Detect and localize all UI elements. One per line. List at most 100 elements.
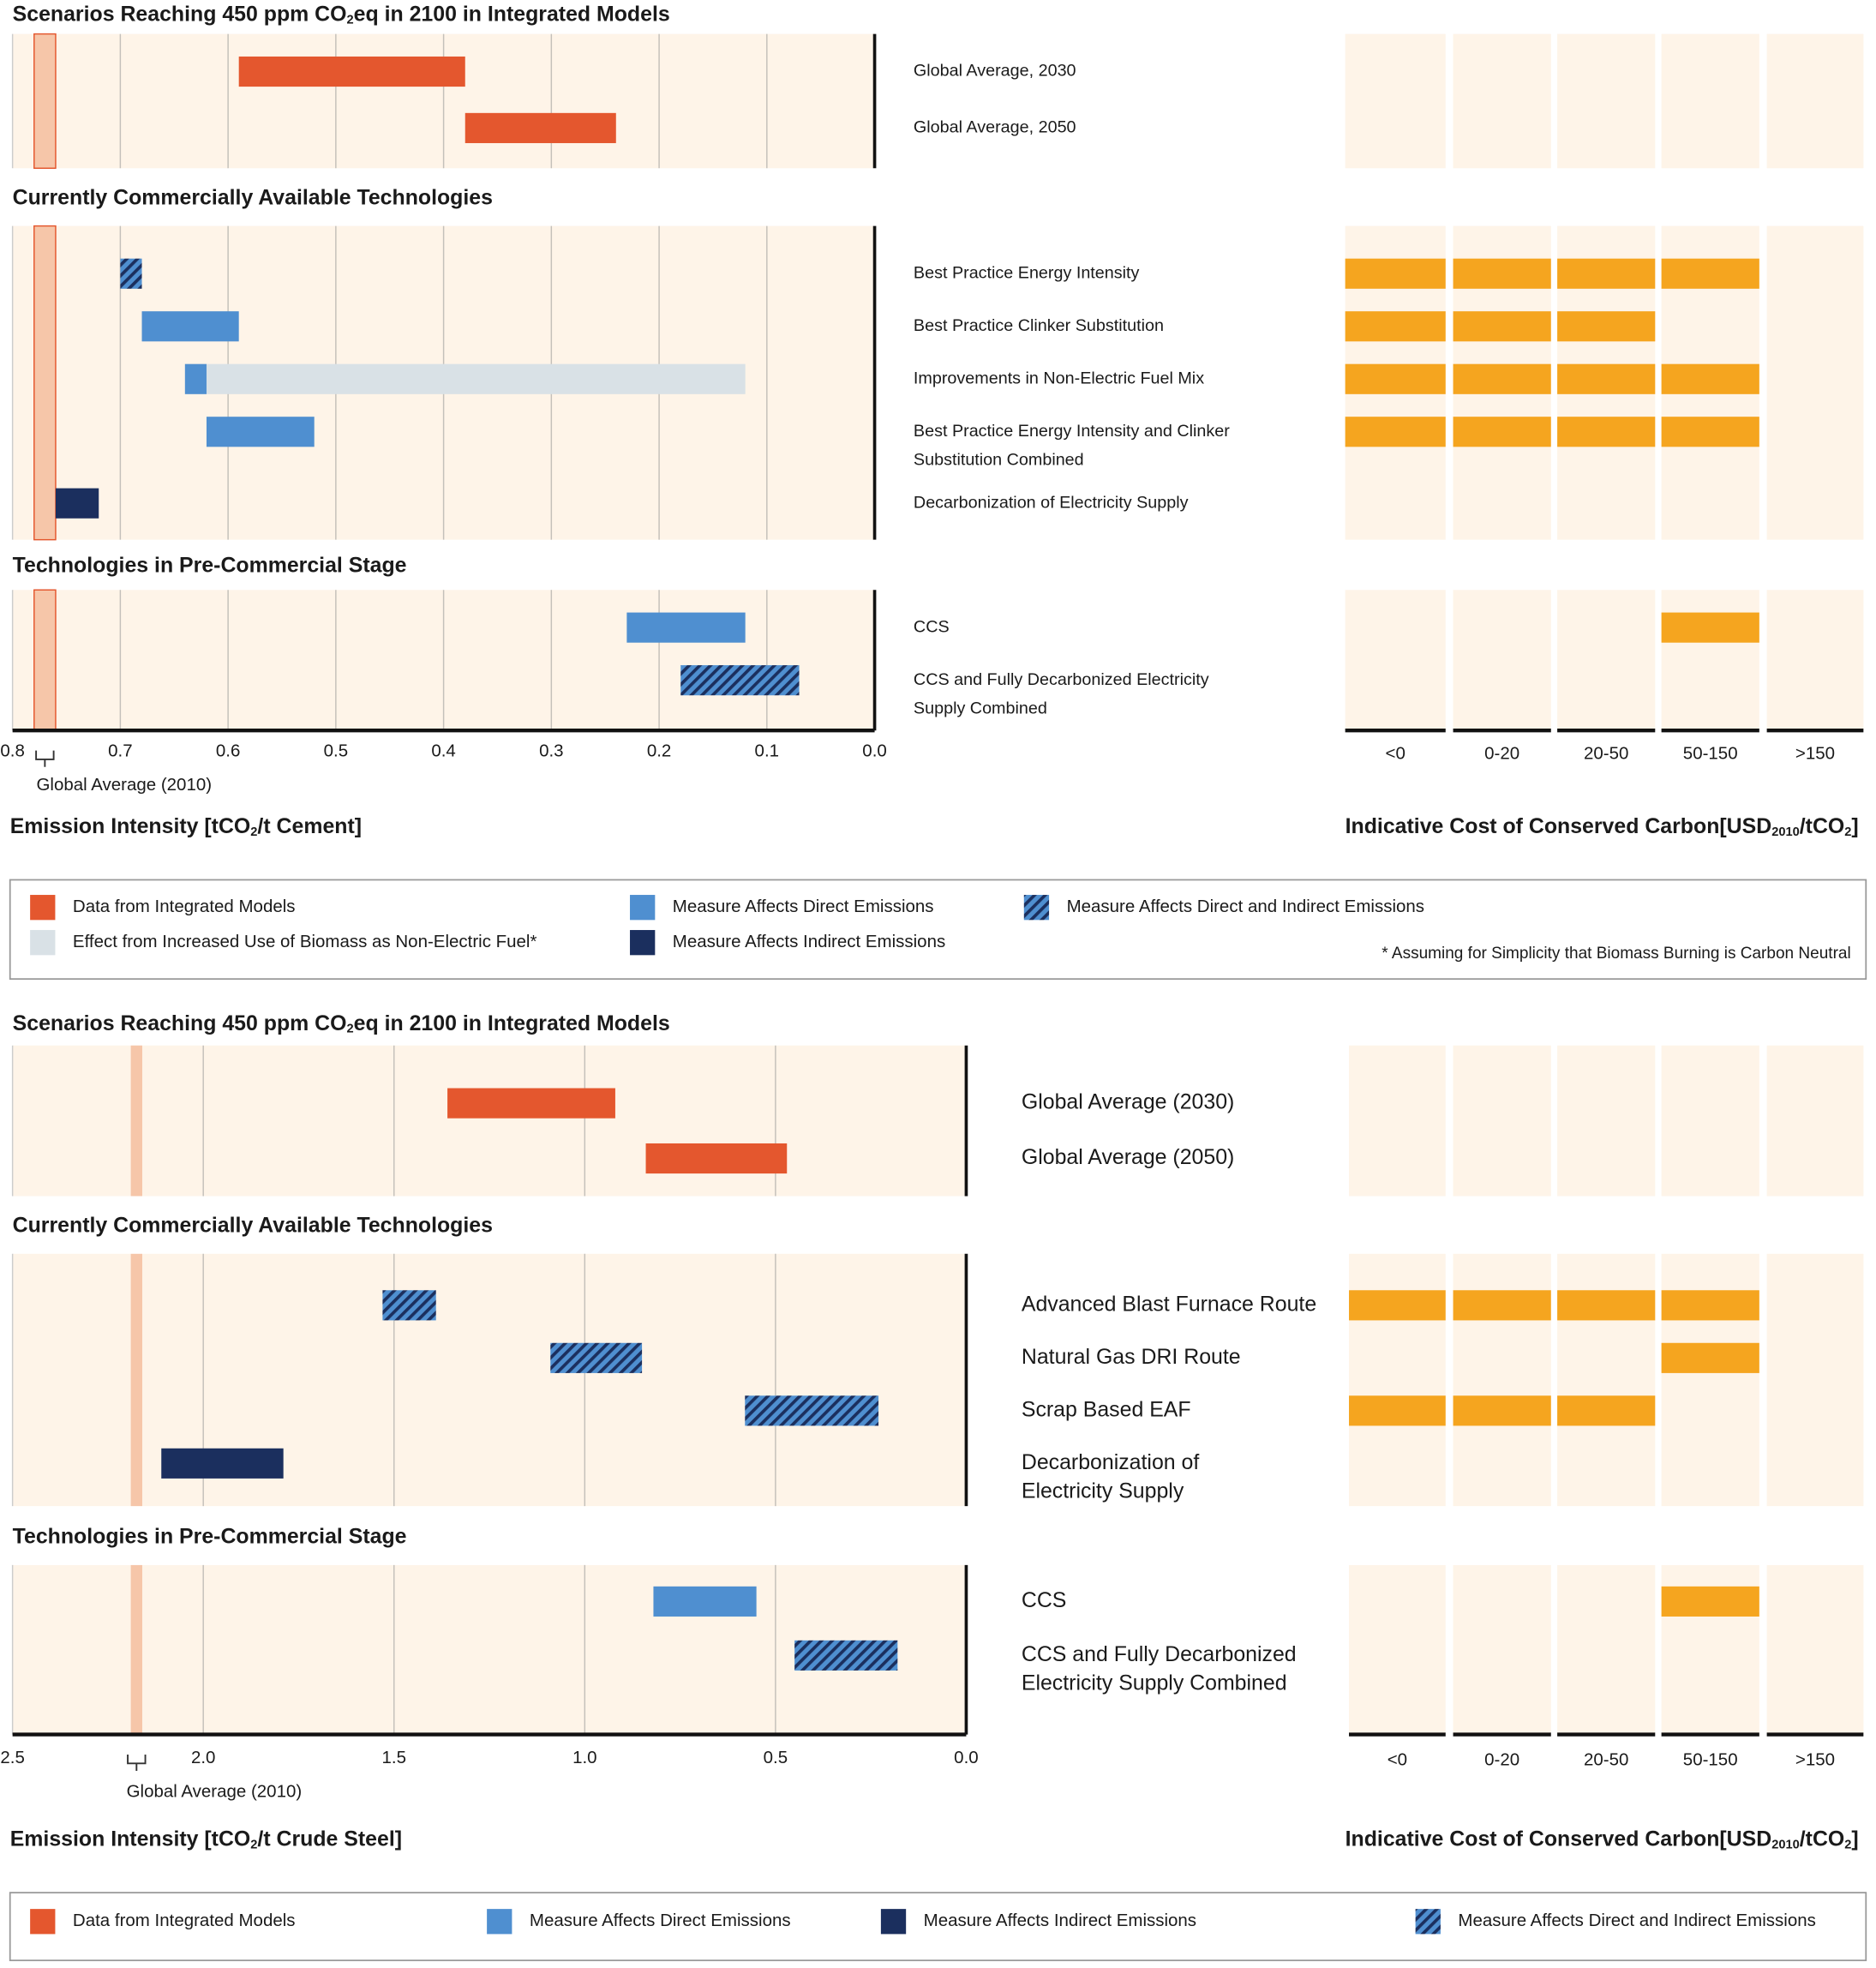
section-title-part: Scenarios Reaching 450 ppm CO	[13, 1011, 347, 1035]
plot-box	[12, 1045, 967, 1197]
global-average-band	[130, 1564, 142, 1735]
row-label: Advanced Blast Furnace Route	[1022, 1292, 1316, 1316]
legend-label: Measure Affects Indirect Emissions	[673, 932, 945, 951]
global-average-band	[33, 589, 57, 731]
cost-tick-label: 50-150	[1683, 743, 1738, 763]
cost-column	[1453, 33, 1551, 169]
cost-bar	[1661, 1586, 1759, 1617]
range-bar	[184, 363, 207, 394]
cost-column	[1766, 590, 1864, 731]
x-tick-label: 0.0	[862, 741, 886, 761]
legend-label: Measure Affects Direct Emissions	[673, 897, 934, 916]
x-tick-label: 0.2	[647, 741, 671, 761]
row-label: Best Practice Clinker Substitution	[914, 316, 1164, 335]
cost-column	[1661, 1045, 1759, 1197]
cost-column	[1661, 33, 1759, 169]
axis-label-part: Emission Intensity [tCO	[10, 1827, 251, 1851]
axis-label-part: /t Crude Steel]	[257, 1827, 402, 1851]
global-average-label: Global Average (2010)	[36, 775, 212, 795]
section-title-part: eq in 2100 in Integrated Models	[354, 2, 670, 26]
range-bar	[238, 56, 465, 87]
row-label: Decarbonization of Electricity Supply	[914, 493, 1189, 512]
section-title: Scenarios Reaching 450 ppm CO2eq in 2100…	[13, 2, 670, 27]
cost-bar	[1661, 417, 1759, 447]
cost-axis-label-part: ]	[1851, 814, 1858, 838]
global-average-label: Global Average (2010)	[127, 1781, 303, 1801]
row-label: Improvements in Non-Electric Fuel Mix	[914, 369, 1204, 387]
cost-tick-label: >150	[1795, 1750, 1835, 1770]
x-tick-label: 0.6	[216, 741, 240, 761]
cost-bar	[1557, 417, 1656, 447]
cost-column	[1557, 1045, 1656, 1197]
section-title: Currently Commercially Available Technol…	[13, 1213, 493, 1237]
cost-column	[1766, 1253, 1864, 1507]
cost-bar	[1349, 1395, 1446, 1426]
x-tick-label: 0.8	[0, 741, 24, 761]
cost-column	[1345, 33, 1446, 169]
section-title: Technologies in Pre-Commercial Stage	[13, 553, 407, 577]
plot-box	[12, 1253, 967, 1507]
range-bar	[141, 311, 239, 342]
legend-label: Measure Affects Direct Emissions	[530, 1911, 791, 1930]
row-label: CCS and Fully Decarbonized	[1022, 1642, 1297, 1666]
legend-label: Measure Affects Indirect Emissions	[924, 1911, 1196, 1930]
global-average-band	[130, 1045, 142, 1197]
cost-axis-label-subscript: 2	[1844, 825, 1851, 839]
cost-tick-label: >150	[1795, 743, 1835, 763]
cost-column	[1557, 590, 1656, 731]
cost-bar	[1661, 258, 1759, 289]
cost-bar	[1557, 311, 1656, 342]
x-tick-label: 0.3	[539, 741, 563, 761]
range-bar	[745, 1395, 879, 1426]
range-bar	[55, 488, 99, 519]
cost-bar	[1345, 417, 1446, 447]
cost-bar	[1453, 1290, 1551, 1321]
cost-bar	[1453, 1395, 1551, 1426]
range-bar	[161, 1448, 284, 1479]
section-title-part: eq in 2100 in Integrated Models	[354, 1011, 670, 1035]
range-bar	[626, 612, 746, 643]
cost-bar	[1557, 1395, 1656, 1426]
cost-axis-label-subscript: 2010	[1771, 1838, 1800, 1851]
section-title: Scenarios Reaching 450 ppm CO2eq in 2100…	[13, 1011, 670, 1035]
range-bar	[680, 665, 800, 696]
legend-label: Effect from Increased Use of Biomass as …	[73, 932, 537, 951]
row-label: CCS	[914, 617, 950, 636]
x-tick-label: 2.5	[0, 1748, 24, 1767]
x-tick-label: 1.0	[572, 1748, 596, 1767]
cost-axis-label-part: /tCO	[1800, 1827, 1845, 1851]
global-average-marker	[35, 750, 55, 767]
global-average-band	[130, 1253, 142, 1507]
cost-axis-label-part: ]	[1851, 1827, 1858, 1851]
cost-tick-label: 50-150	[1683, 1750, 1738, 1770]
legend-note: * Assuming for Simplicity that Biomass B…	[1382, 945, 1850, 963]
section-title-subscript: 2	[346, 13, 353, 27]
x-tick-label: 0.4	[431, 741, 455, 761]
cost-axis-label: Indicative Cost of Conserved Carbon[USD2…	[1346, 1827, 1859, 1851]
global-average-band	[33, 225, 57, 541]
x-tick-label: 0.0	[954, 1748, 978, 1767]
cost-column	[1766, 1564, 1864, 1735]
range-bar	[465, 112, 616, 143]
cost-bar	[1557, 258, 1656, 289]
cost-column	[1766, 1045, 1864, 1197]
cost-bar	[1661, 1342, 1759, 1373]
cost-axis-label-part: /tCO	[1800, 814, 1845, 838]
cost-tick-label: <0	[1386, 743, 1406, 763]
section-title-part: Currently Commercially Available Technol…	[13, 185, 493, 209]
cost-column	[1453, 1045, 1551, 1197]
row-label: Natural Gas DRI Route	[1022, 1345, 1241, 1369]
range-bar	[382, 1290, 436, 1321]
cost-column	[1345, 590, 1446, 731]
cost-axis-label-subscript: 2010	[1771, 825, 1800, 839]
cost-bar	[1345, 311, 1446, 342]
section-title-part: Technologies in Pre-Commercial Stage	[13, 1524, 407, 1548]
legend-box	[9, 879, 1867, 981]
legend-label: Measure Affects Direct and Indirect Emis…	[1458, 1911, 1815, 1930]
section-title: Technologies in Pre-Commercial Stage	[13, 1524, 407, 1548]
row-label: Global Average, 2050	[914, 118, 1076, 137]
row-label: Substitution Combined	[914, 451, 1084, 470]
cost-bar	[1661, 612, 1759, 643]
